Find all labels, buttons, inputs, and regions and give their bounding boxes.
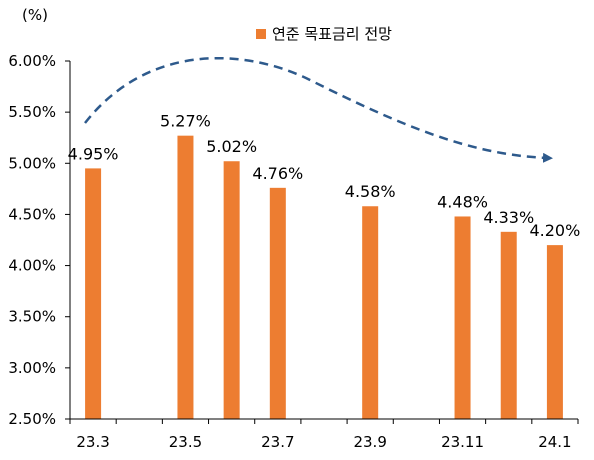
y-tick-label: 3.00% xyxy=(8,359,56,377)
bars xyxy=(85,135,563,420)
data-label: 5.27% xyxy=(160,112,211,131)
data-label: 4.95% xyxy=(68,144,119,163)
x-tick-label: 23.5 xyxy=(169,433,202,451)
y-tick-label: 3.50% xyxy=(8,308,56,326)
data-labels: 4.95% 5.27% 5.02% 4.76% 4.58% 4.48%4.33%4.20% xyxy=(68,112,581,240)
bar xyxy=(223,161,240,420)
x-tick-label: 23.9 xyxy=(353,433,386,451)
y-axis-ticks: 2.50% 3.00% 3.50% 4.00% 4.50% 5.00% 5.50% 6.00% xyxy=(8,52,70,428)
bar xyxy=(454,216,471,419)
legend: 연준 목표금리 전망 xyxy=(256,25,392,43)
y-tick-label: 4.50% xyxy=(8,205,56,223)
bar xyxy=(85,168,102,419)
x-tick-label: 23.11 xyxy=(441,433,484,451)
data-label: 4.48% xyxy=(437,192,488,211)
data-label: 4.20% xyxy=(529,221,580,240)
y-tick-label: 2.50% xyxy=(8,410,56,428)
x-tick-label: 24.1 xyxy=(538,433,571,451)
y-tick-label: 5.00% xyxy=(8,154,56,172)
y-tick-label: 5.50% xyxy=(8,103,56,121)
bar xyxy=(546,245,563,419)
y-tick-label: 4.00% xyxy=(8,257,56,275)
bar xyxy=(500,231,517,419)
data-label: 4.33% xyxy=(483,208,534,227)
x-tick-label: 23.7 xyxy=(261,433,294,451)
x-axis-ticks: 23.3 23.5 23.7 23.9 23.11 24.1 xyxy=(69,419,579,451)
bar xyxy=(177,135,194,419)
y-unit-label: (%) xyxy=(22,6,48,24)
data-label: 5.02% xyxy=(206,137,257,156)
legend-swatch xyxy=(256,29,266,39)
data-label: 4.58% xyxy=(345,182,396,201)
x-tick-label: 23.3 xyxy=(76,433,109,451)
data-label: 4.76% xyxy=(252,164,303,183)
bar xyxy=(269,187,286,419)
trend-arrow xyxy=(84,56,553,163)
bar xyxy=(362,206,379,419)
legend-label: 연준 목표금리 전망 xyxy=(272,25,392,43)
y-tick-label: 6.00% xyxy=(8,52,56,70)
